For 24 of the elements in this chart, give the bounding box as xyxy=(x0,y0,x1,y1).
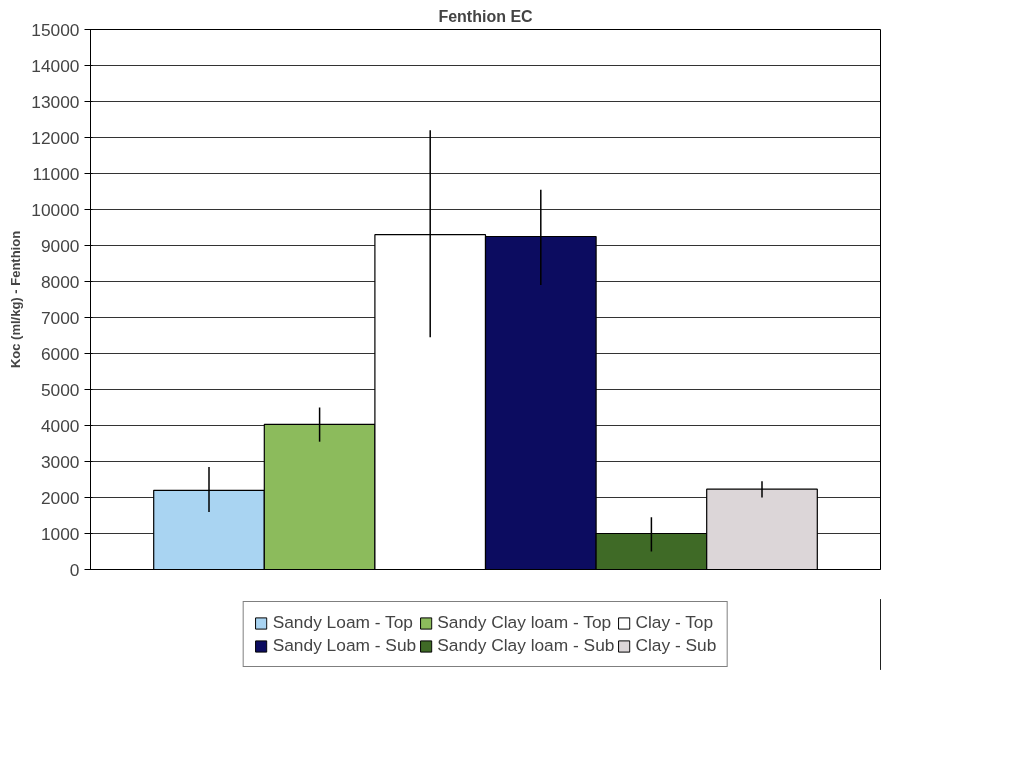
legend-label: Clay - Sub xyxy=(635,635,717,656)
y-axis-title: Koc (ml/kg) - Fenthion xyxy=(8,230,24,369)
y-tick-label: 14000 xyxy=(31,55,80,76)
y-tick-label: 12000 xyxy=(31,127,80,148)
y-tick-label: 8000 xyxy=(40,271,80,292)
legend-label: Sandy Loam - Sub xyxy=(272,635,417,656)
y-tick-label: 7000 xyxy=(40,307,80,328)
y-tick-label: 13000 xyxy=(31,91,80,112)
y-tick-label: 0 xyxy=(69,559,80,580)
y-tick-label: 11000 xyxy=(32,163,80,184)
y-tick-label: 6000 xyxy=(40,343,80,364)
y-tick-label: 2000 xyxy=(40,487,80,508)
y-tick-label: 9000 xyxy=(40,235,80,256)
y-tick-label: 5000 xyxy=(40,379,80,400)
legend-label: Sandy Clay loam - Top xyxy=(437,612,612,633)
legend-label: Sandy Clay loam - Sub xyxy=(437,635,615,656)
y-tick-label: 15000 xyxy=(31,19,80,40)
legend-label: Clay - Top xyxy=(635,612,714,633)
y-tick-label: 4000 xyxy=(40,415,80,436)
y-tick-label: 1000 xyxy=(40,523,80,544)
chart-title: Fenthion EC xyxy=(438,7,534,25)
y-tick-label: 10000 xyxy=(31,199,80,220)
y-tick-label: 3000 xyxy=(40,451,80,472)
legend-label: Sandy Loam - Top xyxy=(272,612,413,633)
